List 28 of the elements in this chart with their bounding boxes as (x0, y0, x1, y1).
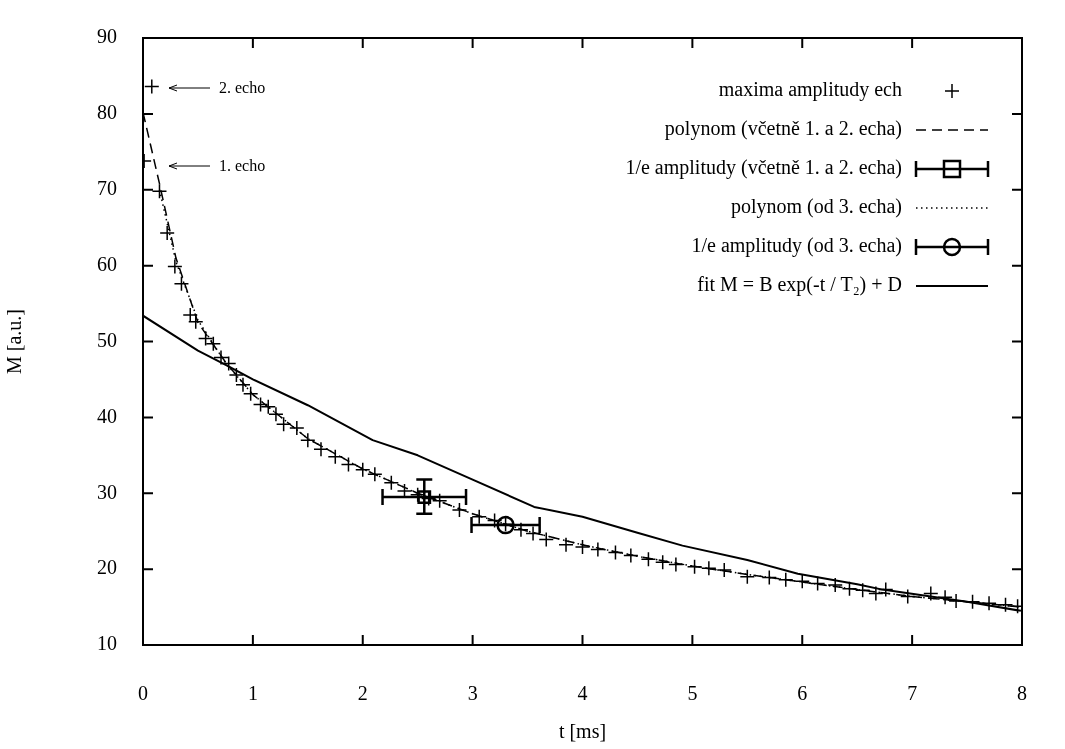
x-tick-label: 8 (1017, 682, 1027, 705)
legend-label: fit M = B exp(-t / T₂) + D (697, 273, 902, 297)
y-tick-label: 20 (97, 556, 117, 579)
x-tick-label: 3 (467, 682, 478, 705)
x-axis-title: t [ms] (558, 720, 607, 743)
legend-label: 1/e amplitudy (včetně 1. a 2. echa) (625, 156, 902, 180)
y-axis-title: M [a.u.] (3, 309, 26, 374)
y-tick-label: 40 (97, 404, 117, 427)
legend-label: polynom (od 3. echa) (730, 195, 902, 219)
legend-label: maxima amplitudy ech (718, 78, 902, 102)
x-tick-label: 1 (247, 682, 258, 705)
y-tick-label: 60 (97, 252, 117, 275)
legend-label: 1/e amplitudy (od 3. echa) (691, 234, 902, 258)
annotation: 1. echo (219, 156, 266, 176)
legend-label: polynom (včetně 1. a 2. echa) (664, 117, 902, 141)
y-tick-label: 90 (97, 25, 117, 48)
y-tick-label: 30 (97, 480, 117, 503)
y-tick-label: 10 (97, 632, 117, 655)
x-tick-label: 4 (577, 682, 588, 705)
x-tick-label: 2 (357, 682, 368, 705)
x-tick-label: 7 (907, 682, 918, 705)
y-tick-label: 70 (97, 177, 117, 199)
x-tick-label: 6 (797, 682, 808, 705)
y-tick-label: 50 (97, 328, 117, 351)
x-tick-label: 0 (138, 682, 148, 705)
annotation: 2. echo (219, 78, 266, 98)
x-tick-label: 5 (687, 682, 698, 705)
y-tick-label: 80 (97, 101, 117, 124)
